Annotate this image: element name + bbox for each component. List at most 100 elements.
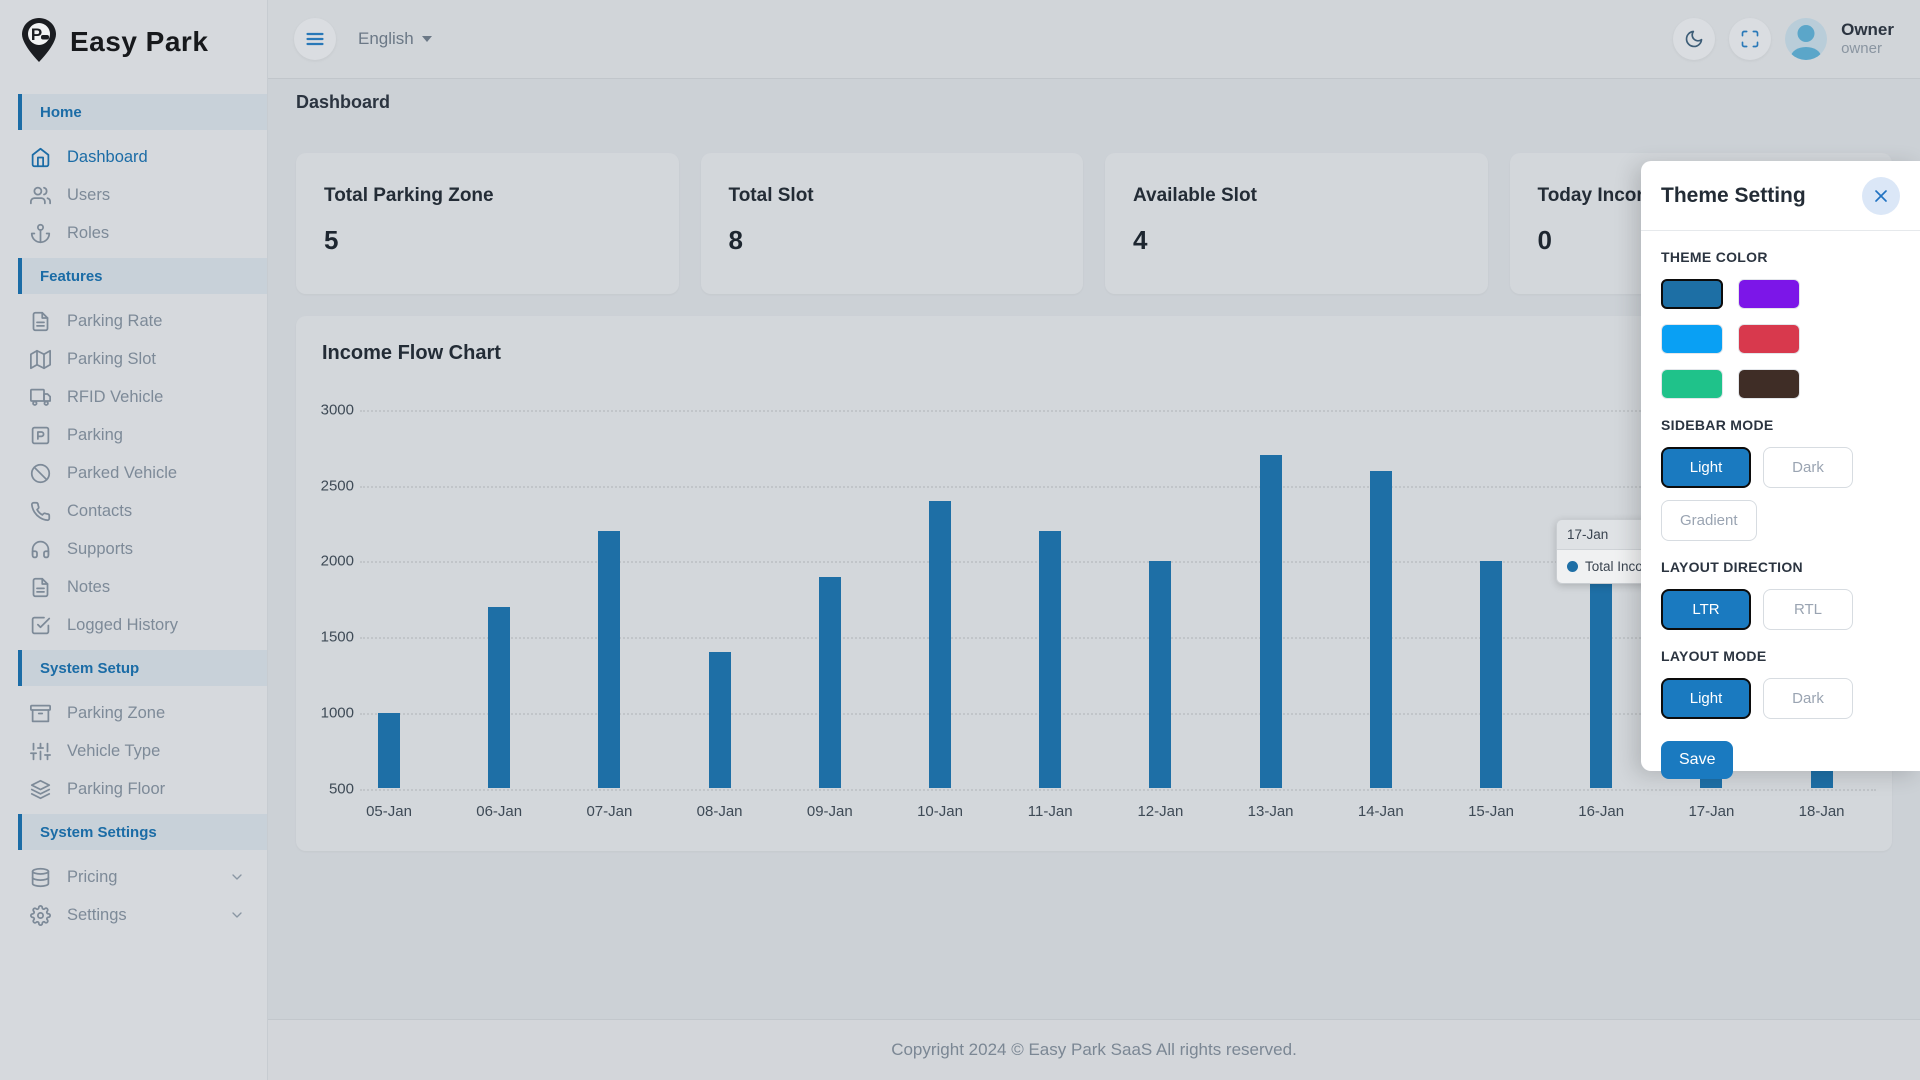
sidebar-item-rfid-vehicle[interactable]: RFID Vehicle bbox=[0, 378, 267, 416]
caret-down-icon bbox=[421, 36, 432, 42]
sidebar-item-label: Parking Slot bbox=[67, 349, 156, 368]
sidebar-item-contacts[interactable]: Contacts bbox=[0, 492, 267, 530]
bar-15-Jan[interactable] bbox=[1480, 561, 1502, 789]
layout-mode-dark-button[interactable]: Dark bbox=[1763, 678, 1853, 719]
sidebar-nav: Home Dashboard Users Roles Features Parking R… bbox=[0, 94, 267, 934]
user-info: Owner owner bbox=[1841, 19, 1894, 59]
truck-icon bbox=[30, 387, 51, 408]
sidebar-item-supports[interactable]: Supports bbox=[0, 530, 267, 568]
bar-13-Jan[interactable] bbox=[1259, 455, 1282, 789]
x-axis-tick: 17-Jan bbox=[1688, 802, 1735, 820]
sidebar-item-label: Roles bbox=[67, 223, 110, 242]
chevron-down-icon bbox=[229, 869, 245, 885]
y-axis-tick: 2000 bbox=[320, 552, 354, 570]
sidebar-section-system-setup: System Setup bbox=[18, 650, 267, 686]
close-button[interactable] bbox=[1862, 176, 1900, 215]
x-axis-tick: 16-Jan bbox=[1578, 802, 1625, 820]
bar-07-Jan[interactable] bbox=[598, 531, 621, 789]
sidebar-item-vehicle-type[interactable]: Vehicle Type bbox=[0, 732, 267, 770]
maximize-icon bbox=[1740, 29, 1760, 49]
bar-06-Jan[interactable] bbox=[488, 606, 511, 789]
database-icon bbox=[30, 867, 51, 888]
bar-08-Jan[interactable] bbox=[708, 652, 731, 789]
breadcrumb: Dashboard bbox=[296, 92, 391, 112]
user-avatar[interactable] bbox=[1785, 18, 1828, 60]
parking-icon bbox=[30, 425, 51, 446]
stat-value: 4 bbox=[1133, 225, 1148, 255]
save-button[interactable]: Save bbox=[1661, 741, 1734, 779]
gridline bbox=[360, 712, 1876, 715]
theme-color-swatches bbox=[1661, 279, 1871, 399]
home-icon bbox=[30, 147, 51, 168]
sidebar-item-settings[interactable]: Settings bbox=[0, 896, 267, 934]
sidebar-item-pricing[interactable]: Pricing bbox=[0, 858, 267, 896]
bar-12-Jan[interactable] bbox=[1149, 561, 1172, 789]
sidebar-item-parking-zone[interactable]: Parking Zone bbox=[0, 694, 267, 732]
anchor-icon bbox=[30, 223, 51, 244]
y-axis-tick: 2500 bbox=[320, 477, 354, 495]
bar-09-Jan[interactable] bbox=[818, 576, 841, 789]
footer: Copyright 2024 © Easy Park SaaS All righ… bbox=[268, 1019, 1920, 1080]
sidebar-item-roles[interactable]: Roles bbox=[0, 214, 267, 252]
language-label: English bbox=[358, 29, 414, 48]
theme-color-swatch-5[interactable] bbox=[1661, 369, 1723, 399]
language-selector[interactable]: English bbox=[358, 29, 432, 49]
sidebar-item-parking[interactable]: Parking bbox=[0, 416, 267, 454]
sidebar-item-label: Logged History bbox=[67, 615, 178, 634]
series-dot-icon bbox=[1567, 561, 1578, 572]
gridline bbox=[360, 561, 1876, 564]
stat-card-available-slot: Available Slot 4 bbox=[1105, 153, 1488, 294]
sidebar-item-label: Vehicle Type bbox=[67, 741, 161, 760]
bar-14-Jan[interactable] bbox=[1369, 470, 1392, 789]
bar-10-Jan[interactable] bbox=[929, 500, 951, 789]
theme-color-swatch-1[interactable] bbox=[1661, 279, 1723, 309]
bar-11-Jan[interactable] bbox=[1039, 531, 1062, 789]
layout-mode-light-button[interactable]: Light bbox=[1661, 678, 1751, 719]
brand-logo[interactable]: P Easy Park bbox=[0, 0, 267, 80]
dark-mode-button[interactable] bbox=[1673, 18, 1716, 60]
sidebar-item-label: Users bbox=[67, 185, 111, 204]
stat-card-total-slot: Total Slot 8 bbox=[700, 153, 1083, 294]
svg-text:P: P bbox=[31, 25, 42, 44]
ban-icon bbox=[30, 463, 51, 484]
theme-color-label: THEME COLOR bbox=[1661, 249, 1768, 265]
sidebar-item-logged-history[interactable]: Logged History bbox=[0, 606, 267, 644]
sidebar-mode-dark-button[interactable]: Dark bbox=[1763, 447, 1853, 488]
theme-setting-panel: Theme Setting THEME COLOR SIDEBAR MODE L… bbox=[1641, 161, 1920, 779]
layout-direction-ltr-button[interactable]: LTR bbox=[1661, 589, 1751, 630]
sidebar-mode-gradient-button[interactable]: Gradient bbox=[1661, 500, 1757, 541]
stat-value: 0 bbox=[1537, 225, 1552, 255]
phone-icon bbox=[30, 501, 51, 522]
sidebar-mode-light-button[interactable]: Light bbox=[1661, 447, 1751, 488]
sidebar-item-parking-floor[interactable]: Parking Floor bbox=[0, 770, 267, 808]
bar-16-Jan[interactable] bbox=[1590, 546, 1613, 789]
sidebar-item-dashboard[interactable]: Dashboard bbox=[0, 138, 267, 176]
sidebar-item-notes[interactable]: Notes bbox=[0, 568, 267, 606]
sidebar-item-parking-rate[interactable]: Parking Rate bbox=[0, 302, 267, 340]
sidebar-item-users[interactable]: Users bbox=[0, 176, 267, 214]
x-axis-tick: 05-Jan bbox=[366, 802, 412, 820]
x-axis-tick: 09-Jan bbox=[806, 802, 853, 820]
bar-05-Jan[interactable] bbox=[378, 712, 400, 789]
layout-direction-label: LAYOUT DIRECTION bbox=[1661, 559, 1803, 575]
y-axis-tick: 1500 bbox=[320, 628, 354, 646]
sidebar-item-parking-slot[interactable]: Parking Slot bbox=[0, 340, 267, 378]
theme-color-swatch-2[interactable] bbox=[1738, 279, 1800, 309]
file-text-icon bbox=[30, 577, 51, 598]
sidebar-item-label: RFID Vehicle bbox=[67, 387, 164, 406]
gridline bbox=[360, 637, 1876, 640]
theme-color-swatch-3[interactable] bbox=[1661, 324, 1723, 354]
fullscreen-button[interactable] bbox=[1729, 18, 1772, 60]
sidebar-item-label: Supports bbox=[67, 539, 134, 558]
theme-color-swatch-6[interactable] bbox=[1738, 369, 1800, 399]
sidebar-item-parked-vehicle[interactable]: Parked Vehicle bbox=[0, 454, 267, 492]
x-axis-tick: 12-Jan bbox=[1137, 802, 1184, 820]
menu-toggle-button[interactable] bbox=[294, 18, 336, 60]
theme-color-swatch-4[interactable] bbox=[1738, 324, 1800, 354]
layout-direction-options: LTR RTL bbox=[1661, 589, 1877, 630]
sidebar-mode-label: SIDEBAR MODE bbox=[1661, 417, 1774, 433]
layout-direction-rtl-button[interactable]: RTL bbox=[1763, 589, 1853, 630]
sidebar-section-home: Home bbox=[18, 94, 267, 130]
map-icon bbox=[30, 349, 51, 370]
